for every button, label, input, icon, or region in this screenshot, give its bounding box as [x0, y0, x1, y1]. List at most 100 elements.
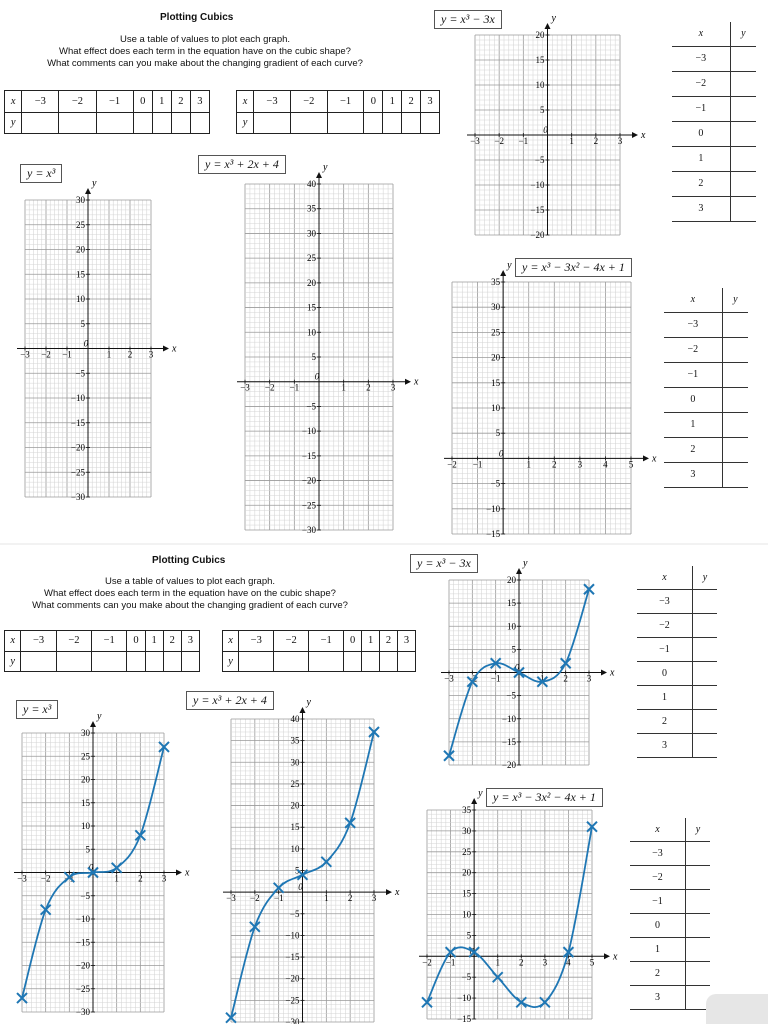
tick-label-y: −15 — [486, 529, 501, 539]
axis-label-y: y — [477, 788, 483, 799]
tick-label-y: −10 — [71, 393, 86, 403]
table-x-cell: −2 — [58, 90, 97, 113]
axis-label-x: x — [184, 868, 190, 879]
tick-label-y: −5 — [462, 972, 472, 982]
data-point-marker — [444, 946, 457, 958]
tick-label-x: −3 — [17, 874, 27, 884]
table-x-cell: 3 — [180, 630, 201, 652]
table-x-cell: −1 — [664, 362, 723, 388]
table-x-cell: 0 — [343, 630, 363, 652]
equation-label-g1: y = x³ — [20, 164, 63, 183]
tick-label-x: −1 — [491, 674, 501, 684]
table-y-cell — [692, 709, 717, 734]
table-vertical-g3: x y −3 −2 −1 0 1 2 3 — [637, 566, 717, 759]
worksheet-title: Plotting Cubics — [160, 12, 234, 23]
axis-label-x: x — [640, 130, 646, 141]
data-point-marker — [63, 871, 76, 883]
tick-label-y: −15 — [530, 205, 545, 215]
data-point-marker — [158, 741, 170, 753]
table-header-x: x — [235, 90, 255, 113]
tick-label-y: −10 — [302, 426, 317, 436]
tick-label-x: 2 — [552, 459, 557, 469]
tick-label-x: −2 — [41, 350, 51, 360]
tick-label-x: −2 — [265, 383, 275, 393]
tick-label-y: −25 — [302, 500, 317, 510]
tick-label-y: 30 — [291, 757, 301, 767]
tick-label-y: −30 — [302, 525, 317, 535]
table-y-cell — [382, 111, 403, 134]
instruction-line: What effect does each term in the equati… — [44, 588, 336, 599]
data-point-marker — [110, 862, 123, 874]
table-y-cell — [326, 111, 365, 134]
instructions: Use a table of values to plot each graph… — [0, 576, 380, 612]
axis-label-y: y — [306, 697, 312, 708]
tick-label-x: 1 — [114, 874, 119, 884]
tick-label-y: −5 — [491, 479, 501, 489]
equation-label-g2: y = x³ + 2x + 4 — [186, 691, 274, 710]
table-y-cell — [189, 111, 211, 134]
tick-label-x: 1 — [569, 136, 574, 146]
tick-label-y: 40 — [291, 714, 301, 724]
table-y-cell — [132, 111, 153, 134]
tick-label-y: −5 — [506, 691, 516, 701]
data-point-marker — [368, 726, 380, 738]
table-y-cell — [21, 111, 60, 134]
tick-label-y: −25 — [285, 995, 300, 1005]
tick-label-y: −20 — [302, 476, 317, 486]
table-y-cell — [685, 913, 710, 938]
table-x-cell: 0 — [672, 121, 731, 147]
tick-label-y: −5 — [80, 891, 90, 901]
table-x-cell: 1 — [664, 412, 723, 438]
data-point-marker — [562, 946, 575, 958]
tick-label-x: 2 — [366, 383, 371, 393]
tick-label-x: −1 — [473, 459, 483, 469]
equation-label-g4: y = x³ − 3x² − 4x + 1 — [515, 258, 632, 277]
graph-grid — [244, 183, 394, 531]
table-y-cell — [722, 387, 748, 413]
tick-label-x: −1 — [62, 350, 72, 360]
table-x-cell: 3 — [420, 90, 440, 113]
table-x-cell: −1 — [95, 90, 134, 113]
tick-label-y: 10 — [307, 327, 317, 337]
table-header-y: y — [3, 650, 22, 672]
table-y-cell — [361, 650, 381, 672]
table-y-cell — [685, 937, 710, 962]
table-x-cell: 3 — [397, 630, 416, 652]
tick-label-x: −2 — [494, 136, 504, 146]
table-x-cell: −3 — [637, 589, 693, 614]
tick-label-y: 40 — [307, 179, 317, 189]
tick-label-y: 5 — [312, 352, 317, 362]
tick-label-y: 35 — [307, 204, 317, 214]
table-y-cell — [180, 650, 201, 672]
tick-label-y: 20 — [291, 801, 301, 811]
table-x-cell: 0 — [363, 90, 384, 113]
tick-label-y: −10 — [285, 930, 300, 940]
instruction-line: What comments can you make about the cha… — [47, 58, 363, 69]
tick-label-x: 2 — [594, 136, 599, 146]
tick-label-y: 30 — [81, 728, 91, 738]
axis-label-y: y — [322, 162, 328, 173]
tick-label-y: −10 — [486, 504, 501, 514]
tick-label-x: −2 — [250, 893, 260, 903]
tick-label-y: 25 — [291, 779, 301, 789]
tick-label-y: 10 — [81, 821, 91, 831]
table-x-cell: 1 — [144, 630, 164, 652]
tick-label-x: 1 — [324, 893, 329, 903]
table-x-cell: 1 — [361, 630, 381, 652]
table-y-cell — [692, 637, 717, 662]
tick-label-x: 5 — [590, 957, 595, 967]
table-x-cell: −1 — [91, 630, 128, 652]
data-point-marker — [320, 856, 333, 868]
table-y-cell — [722, 462, 748, 489]
tick-label-y: −5 — [306, 401, 316, 411]
table-y-cell — [95, 111, 134, 134]
tick-label-x: 2 — [138, 874, 143, 884]
tick-label-x: −3 — [20, 350, 30, 360]
instruction-line: What comments can you make about the cha… — [32, 600, 348, 611]
instruction-line: Use a table of values to plot each graph… — [119, 34, 291, 45]
table-x-cell: 2 — [401, 90, 422, 113]
tick-label-y: 30 — [462, 826, 472, 836]
table-x-cell: −3 — [253, 90, 291, 113]
tick-label-x: 2 — [348, 893, 353, 903]
